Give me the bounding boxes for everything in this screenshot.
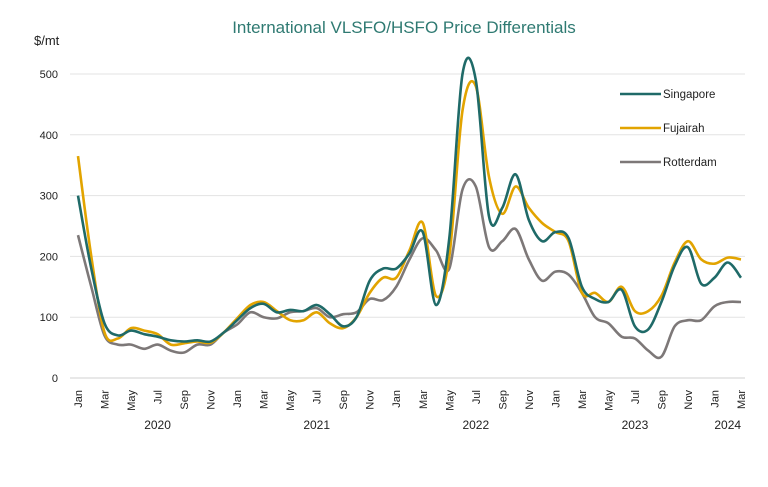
year-label: 2022 — [462, 418, 489, 432]
y-tick-label: 100 — [40, 312, 58, 324]
x-tick-label: Mar — [736, 390, 748, 409]
x-tick-label: Nov — [683, 390, 695, 410]
y-axis-label: $/mt — [34, 33, 60, 48]
x-tick-label: May — [126, 390, 138, 411]
x-tick-label: May — [285, 390, 297, 411]
y-tick-label: 200 — [40, 251, 58, 263]
x-tick-label: Jul — [312, 390, 324, 404]
x-tick-label: Jan — [73, 390, 85, 408]
legend-label: Singapore — [663, 89, 715, 101]
x-tick-label: Sep — [338, 390, 350, 410]
x-tick-label: May — [444, 390, 456, 411]
series-line-fujairah — [76, 79, 742, 347]
x-tick-label: Jul — [630, 390, 642, 404]
x-tick-label: May — [603, 390, 615, 411]
x-tick-label: Mar — [577, 390, 589, 409]
x-tick-label: Nov — [524, 390, 536, 410]
year-label: 2021 — [303, 418, 330, 432]
x-axis: Jan Mar May Jul Sep Nov Jan Mar May Jul Sep Nov Jan M… — [73, 390, 748, 411]
x-tick-label: Jul — [153, 390, 165, 404]
x-tick-label: Jan — [709, 390, 721, 408]
legend-label: Rotterdam — [663, 157, 717, 169]
y-axis: 0 100 200 300 400 500 — [40, 69, 58, 385]
x-tick-label: Sep — [179, 390, 191, 410]
x-tick-label: Nov — [206, 390, 218, 410]
year-label: 2024 — [714, 418, 741, 432]
year-label: 2023 — [622, 418, 649, 432]
year-label: 2020 — [144, 418, 171, 432]
x-tick-label: Sep — [656, 390, 668, 410]
x-tick-label: Mar — [259, 390, 271, 409]
x-tick-label: Mar — [100, 390, 112, 409]
x-tick-label: Jan — [232, 390, 244, 408]
x-tick-label: Mar — [418, 390, 430, 409]
series-line-singapore — [76, 56, 743, 344]
chart-title: International VLSFO/HSFO Price Different… — [232, 18, 576, 37]
legend: Singapore Fujairah Rotterdam — [620, 89, 717, 169]
year-labels: 2020 2021 2022 2023 2024 — [144, 418, 741, 432]
legend-label: Fujairah — [663, 123, 705, 135]
series-lines — [76, 56, 743, 360]
y-tick-label: 0 — [52, 373, 58, 385]
x-tick-label: Jul — [471, 390, 483, 404]
y-tick-label: 300 — [40, 191, 58, 203]
x-tick-label: Jan — [391, 390, 403, 408]
x-tick-label: Nov — [365, 390, 377, 410]
series-line-rotterdam — [76, 177, 742, 360]
x-tick-label: Sep — [497, 390, 509, 410]
x-tick-label: Jan — [550, 390, 562, 408]
y-tick-label: 400 — [40, 130, 58, 142]
y-tick-label: 500 — [40, 69, 58, 81]
